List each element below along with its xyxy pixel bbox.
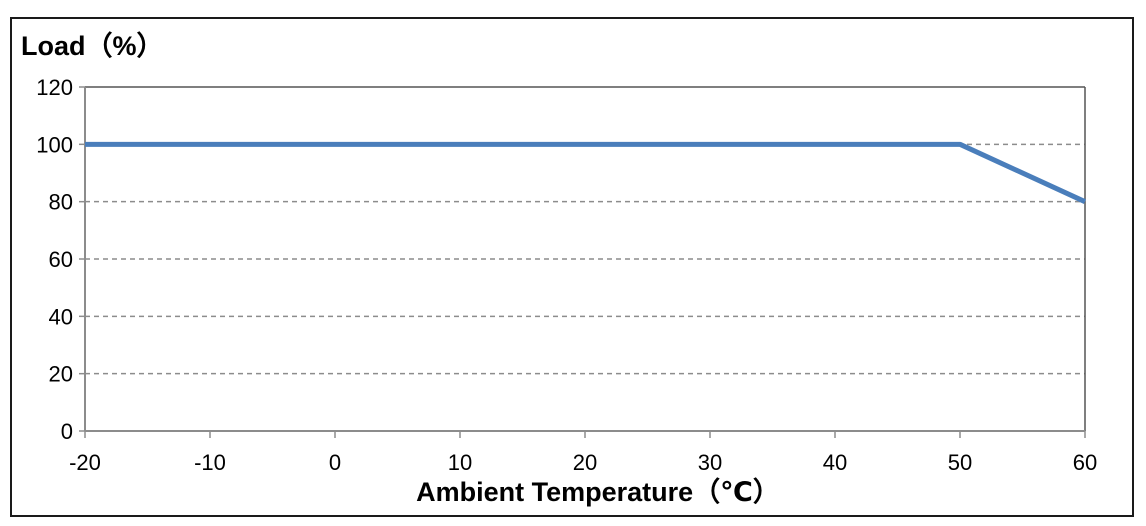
x-tick-label-0: 0: [329, 450, 341, 475]
x-tick-label-40: 40: [823, 450, 847, 475]
series-line-0: [85, 141, 1087, 204]
x-tick-label--10: -10: [194, 450, 226, 475]
x-tick-label--20: -20: [69, 450, 101, 475]
y-tick-label-100: 100: [36, 132, 73, 157]
x-tick-label-20: 20: [573, 450, 597, 475]
x-tick-label-30: 30: [698, 450, 722, 475]
y-axis-label: Load（%）: [21, 31, 164, 61]
grid-lines: [85, 143, 1085, 375]
x-tick-label-60: 60: [1073, 450, 1097, 475]
axes: [79, 86, 1086, 438]
y-tick-label-60: 60: [49, 247, 73, 272]
x-tick-label-10: 10: [448, 450, 472, 475]
y-tick-label-40: 40: [49, 304, 73, 329]
x-tick-labels: -20 -10 0 10 20 30 40 50 60: [69, 450, 1097, 475]
y-tick-label-120: 120: [36, 75, 73, 100]
y-tick-label-80: 80: [49, 190, 73, 215]
x-axis-label: Ambient Temperature（℃）: [416, 477, 780, 507]
y-tick-label-20: 20: [49, 362, 73, 387]
chart-frame: [10, 17, 1134, 517]
y-tick-labels: 0 20 40 60 80 100 120: [36, 75, 73, 444]
x-tick-label-50: 50: [948, 450, 972, 475]
y-tick-label-0: 0: [61, 419, 73, 444]
series-group: [84, 141, 1087, 204]
